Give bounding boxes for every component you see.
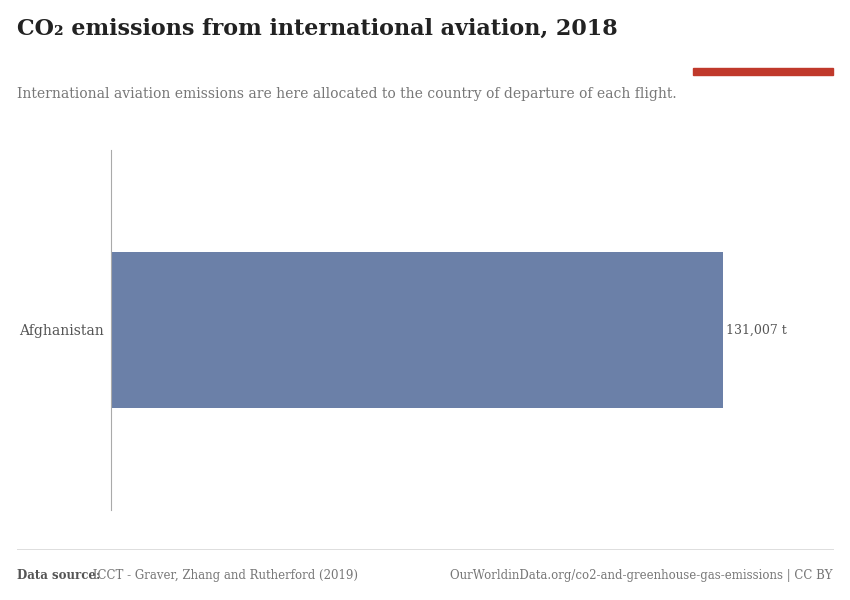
- Text: ICCT - Graver, Zhang and Rutherford (2019): ICCT - Graver, Zhang and Rutherford (201…: [89, 569, 358, 582]
- Text: OurWorldinData.org/co2-and-greenhouse-gas-emissions | CC BY: OurWorldinData.org/co2-and-greenhouse-ga…: [450, 569, 833, 582]
- Text: 131,007 t: 131,007 t: [726, 323, 786, 337]
- Text: International aviation emissions are here allocated to the country of departure : International aviation emissions are her…: [17, 87, 677, 101]
- Text: Data source:: Data source:: [17, 569, 100, 582]
- Text: Our World: Our World: [732, 28, 794, 40]
- Text: CO₂ emissions from international aviation, 2018: CO₂ emissions from international aviatio…: [17, 18, 618, 40]
- Bar: [110, 252, 722, 408]
- Text: in Data: in Data: [740, 50, 785, 62]
- Bar: [693, 68, 833, 75]
